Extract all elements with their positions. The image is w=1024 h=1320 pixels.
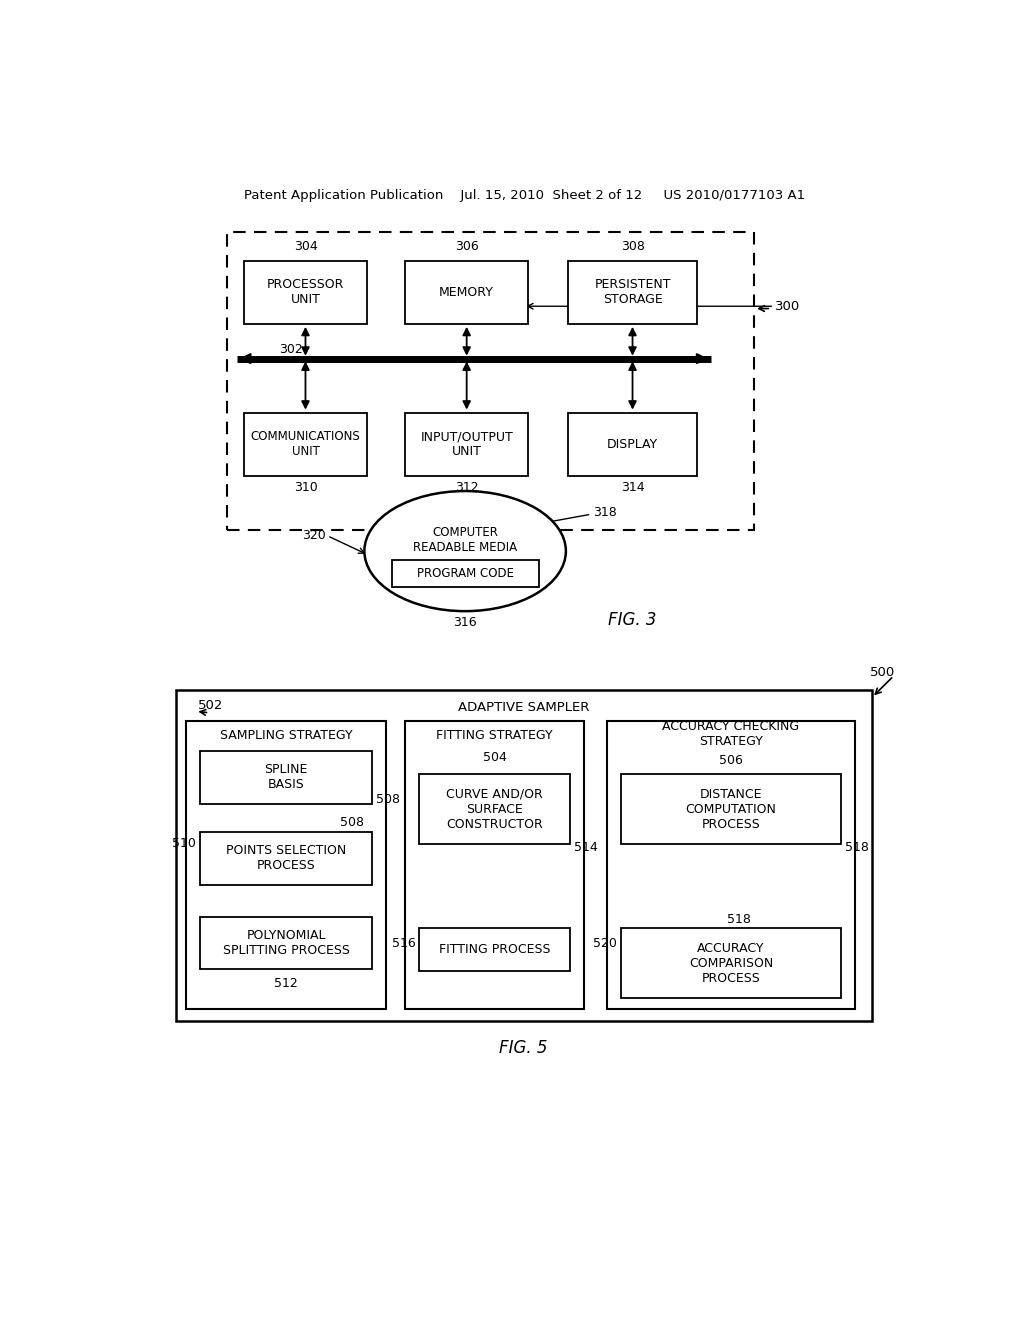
Text: 316: 316 bbox=[454, 616, 477, 630]
Text: 506: 506 bbox=[719, 754, 742, 767]
Text: 304: 304 bbox=[294, 240, 317, 253]
Bar bbox=[200, 832, 372, 884]
Text: 504: 504 bbox=[482, 751, 507, 764]
Text: 314: 314 bbox=[621, 482, 644, 495]
Text: 516: 516 bbox=[392, 937, 416, 950]
Text: DISPLAY: DISPLAY bbox=[607, 437, 658, 450]
Text: 518: 518 bbox=[845, 841, 868, 854]
Text: FITTING PROCESS: FITTING PROCESS bbox=[439, 942, 550, 956]
Text: FIG. 5: FIG. 5 bbox=[499, 1039, 548, 1057]
Bar bbox=[420, 928, 569, 970]
Bar bbox=[568, 413, 697, 475]
Text: SPLINE
BASIS: SPLINE BASIS bbox=[264, 763, 308, 792]
Ellipse shape bbox=[365, 491, 566, 611]
Text: 308: 308 bbox=[621, 240, 644, 253]
Text: SAMPLING STRATEGY: SAMPLING STRATEGY bbox=[220, 730, 352, 742]
Bar bbox=[568, 261, 697, 323]
Text: 500: 500 bbox=[870, 667, 895, 680]
Text: POLYNOMIAL
SPLITTING PROCESS: POLYNOMIAL SPLITTING PROCESS bbox=[222, 929, 349, 957]
Text: DISTANCE
COMPUTATION
PROCESS: DISTANCE COMPUTATION PROCESS bbox=[685, 788, 776, 830]
Text: 318: 318 bbox=[593, 506, 616, 519]
Text: PROCESSOR
UNIT: PROCESSOR UNIT bbox=[267, 279, 344, 306]
Bar bbox=[406, 413, 528, 475]
Text: FITTING STRATEGY: FITTING STRATEGY bbox=[436, 730, 553, 742]
Text: COMMUNICATIONS
UNIT: COMMUNICATIONS UNIT bbox=[251, 430, 360, 458]
Text: 520: 520 bbox=[593, 937, 617, 950]
Text: 508: 508 bbox=[340, 816, 365, 829]
Text: MEMORY: MEMORY bbox=[439, 286, 495, 298]
Bar bbox=[176, 689, 872, 1020]
Text: 502: 502 bbox=[198, 698, 223, 711]
Text: 310: 310 bbox=[294, 482, 317, 495]
Bar bbox=[391, 560, 539, 586]
Text: 312: 312 bbox=[455, 482, 478, 495]
Text: 514: 514 bbox=[573, 841, 597, 854]
Bar bbox=[200, 917, 372, 969]
Text: FIG. 3: FIG. 3 bbox=[607, 611, 656, 630]
Text: COMPUTER
READABLE MEDIA: COMPUTER READABLE MEDIA bbox=[413, 525, 517, 553]
Text: ADAPTIVE SAMPLER: ADAPTIVE SAMPLER bbox=[458, 701, 589, 714]
Text: INPUT/OUTPUT
UNIT: INPUT/OUTPUT UNIT bbox=[420, 430, 513, 458]
Bar bbox=[227, 231, 755, 529]
Bar bbox=[245, 413, 367, 475]
Bar bbox=[200, 751, 372, 804]
Text: 512: 512 bbox=[274, 977, 298, 990]
Text: 510: 510 bbox=[172, 837, 197, 850]
Text: ACCURACY CHECKING
STRATEGY: ACCURACY CHECKING STRATEGY bbox=[663, 721, 800, 748]
Bar bbox=[245, 261, 367, 323]
Bar bbox=[420, 775, 569, 843]
Text: POINTS SELECTION
PROCESS: POINTS SELECTION PROCESS bbox=[226, 845, 346, 873]
Text: 508: 508 bbox=[376, 793, 400, 807]
Text: 300: 300 bbox=[775, 300, 801, 313]
Text: 302: 302 bbox=[280, 343, 303, 356]
Text: PROGRAM CODE: PROGRAM CODE bbox=[417, 566, 514, 579]
Text: 518: 518 bbox=[727, 912, 751, 925]
Text: 320: 320 bbox=[302, 529, 326, 543]
Bar bbox=[406, 261, 528, 323]
Text: 306: 306 bbox=[455, 240, 478, 253]
Bar bbox=[621, 775, 841, 843]
Text: PERSISTENT
STORAGE: PERSISTENT STORAGE bbox=[594, 279, 671, 306]
Text: ACCURACY
COMPARISON
PROCESS: ACCURACY COMPARISON PROCESS bbox=[689, 941, 773, 985]
Bar bbox=[186, 721, 386, 1010]
Bar bbox=[621, 928, 841, 998]
Text: CURVE AND/OR
SURFACE
CONSTRUCTOR: CURVE AND/OR SURFACE CONSTRUCTOR bbox=[446, 788, 543, 830]
Bar bbox=[406, 721, 584, 1010]
Text: Patent Application Publication    Jul. 15, 2010  Sheet 2 of 12     US 2010/01771: Patent Application Publication Jul. 15, … bbox=[245, 189, 805, 202]
Bar bbox=[607, 721, 855, 1010]
